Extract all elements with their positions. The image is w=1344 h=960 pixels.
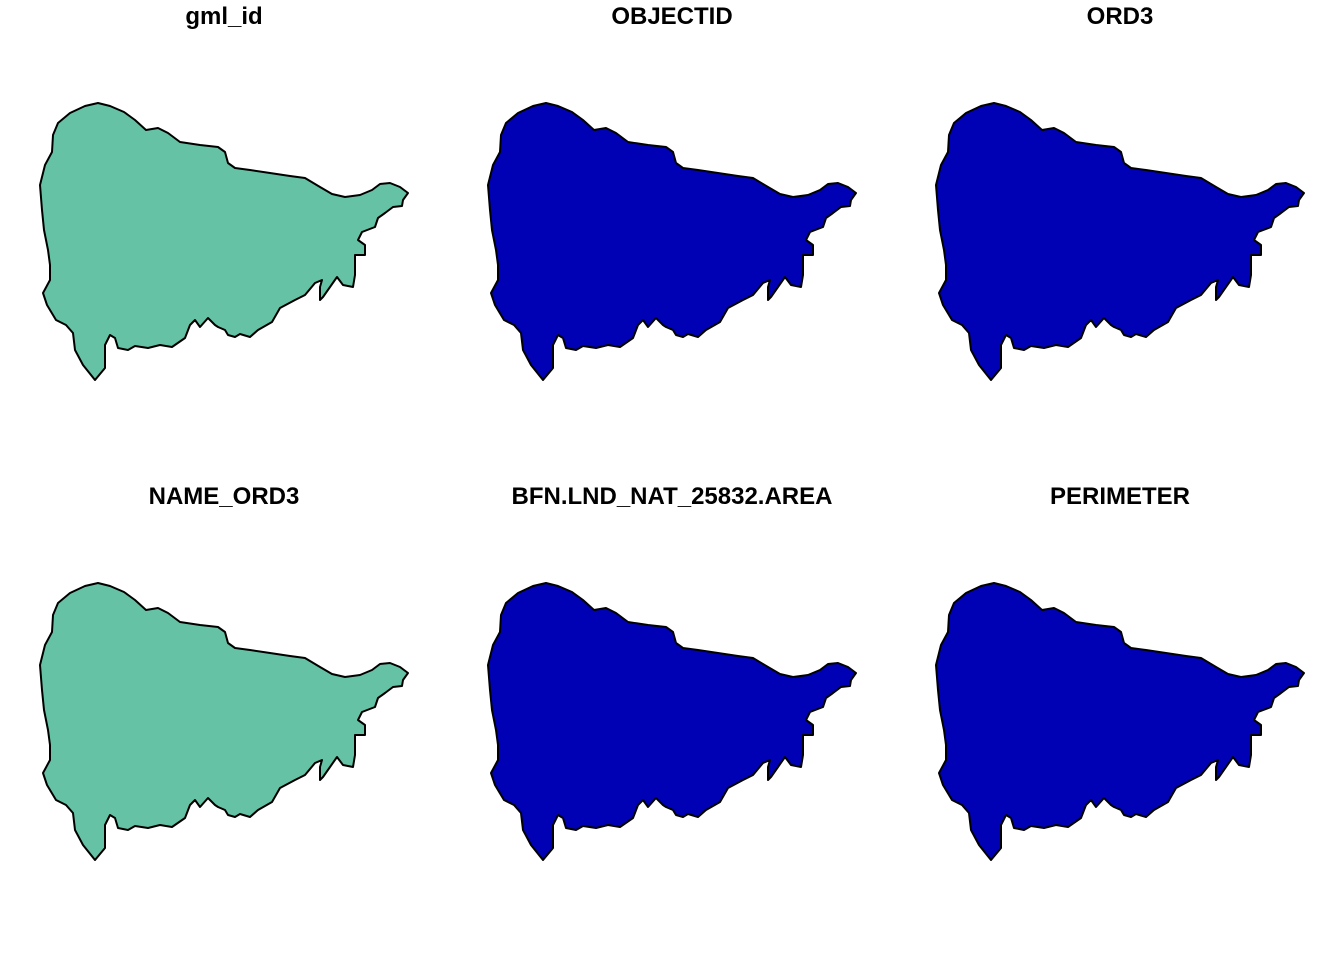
region-map xyxy=(487,102,857,381)
panel-title: OBJECTID xyxy=(611,3,733,30)
panel-objectid: OBJECTID xyxy=(448,0,896,480)
region-map xyxy=(39,102,409,381)
panel-title: PERIMETER xyxy=(1049,483,1190,510)
region-polygon[interactable] xyxy=(487,102,857,381)
panel-title: BFN.LND_NAT_25832.AREA xyxy=(511,483,833,510)
region-polygon[interactable] xyxy=(39,102,409,381)
region-map xyxy=(39,582,409,861)
region-polygon[interactable] xyxy=(935,102,1305,381)
region-map xyxy=(935,582,1305,861)
region-polygon[interactable] xyxy=(39,582,409,861)
panel-perimeter: PERIMETER xyxy=(896,480,1344,960)
panel-name-ord3: NAME_ORD3 xyxy=(0,480,448,960)
panel-gml-id: gml_id xyxy=(0,0,448,480)
panel-title: gml_id xyxy=(185,3,263,30)
panel-title: ORD3 xyxy=(1086,3,1154,30)
region-polygon[interactable] xyxy=(935,582,1305,861)
panel-ord3: ORD3 xyxy=(896,0,1344,480)
region-map xyxy=(935,102,1305,381)
region-map xyxy=(487,582,857,861)
panel-title: NAME_ORD3 xyxy=(148,483,300,510)
panel-area: BFN.LND_NAT_25832.AREA xyxy=(448,480,896,960)
region-polygon[interactable] xyxy=(487,582,857,861)
